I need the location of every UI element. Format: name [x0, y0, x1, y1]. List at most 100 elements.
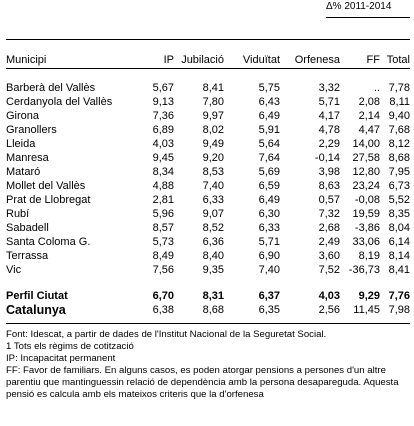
gap-row [6, 277, 410, 289]
table-row: Manresa 9,45 9,20 7,64 -0,14 27,58 8,68 [6, 151, 410, 165]
cell-total: 7,76 [388, 290, 410, 302]
cell-jubilacio: 6,33 [202, 194, 224, 206]
cell-viduitat: 6,33 [258, 222, 280, 234]
row-label: Cerdanyola del Vallès [6, 96, 113, 108]
cell-ip: 5,96 [152, 208, 174, 220]
cell-jubilacio: 9,35 [202, 264, 224, 276]
cell-viduitat: 6,59 [258, 180, 280, 192]
cell-ff: .. [373, 82, 380, 94]
cell-viduitat: 7,40 [258, 264, 280, 276]
row-label: Rubí [6, 208, 30, 220]
cell-jubilacio: 8,53 [202, 166, 224, 178]
row-label: Vic [6, 264, 22, 276]
cell-total: 8,12 [388, 138, 410, 150]
cell-ip: 8,49 [152, 250, 174, 262]
cell-ff: -3,86 [354, 222, 380, 234]
cell-ff: 11,45 [353, 304, 380, 316]
cell-total: 8,68 [388, 152, 410, 164]
cell-jubilacio: 6,36 [202, 236, 224, 248]
cell-ip: 5,73 [152, 236, 174, 248]
cell-viduitat: 6,30 [258, 208, 280, 220]
column-header-total: Total [386, 54, 410, 66]
table-row: Prat de Llobregat 2,81 6,33 6,49 0,57 -0,08 5,… [6, 193, 410, 207]
cell-orfenesa: 2,56 [318, 304, 340, 316]
table-row: Rubí 5,96 9,07 6,30 7,32 19,59 8,35 [6, 207, 410, 221]
cell-orfenesa: 3,32 [318, 82, 340, 94]
cell-viduitat: 5,75 [258, 82, 280, 94]
cell-ip: 5,67 [152, 82, 174, 94]
table-row: Mollet del Vallès 4,88 7,40 6,59 8,63 23,24 6,… [6, 179, 410, 193]
cell-total: 8,14 [388, 250, 410, 262]
table-row: Sabadell 8,57 8,52 6,33 2,68 -3,86 8,04 [6, 221, 410, 235]
cell-orfenesa: 7,32 [318, 208, 340, 220]
ff-note: FF: Favor de familiars. En alguns casos,… [6, 365, 399, 400]
table-row: Santa Coloma G. 5,73 6,36 5,71 2,49 33,06 6,14 [6, 235, 410, 249]
cell-ff: 2,08 [358, 96, 380, 108]
cell-ff: 23,24 [352, 180, 380, 192]
row-label: Mollet del Vallès [6, 180, 86, 192]
cell-viduitat: 6,49 [258, 194, 280, 206]
table-row: Girona 7,36 9,97 6,49 4,17 2,14 9,40 [6, 109, 410, 123]
row-label: Barberà del Vallès [6, 82, 96, 94]
cell-total: 8,11 [389, 96, 410, 108]
row-label: Santa Coloma G. [6, 236, 91, 248]
cell-jubilacio: 8,52 [202, 222, 224, 234]
table-bottom-rule [6, 323, 410, 324]
cell-ip: 6,89 [152, 124, 174, 136]
cell-ff: 8,19 [358, 250, 380, 262]
delta-period-label: Δ% 2011-2014 [326, 1, 392, 12]
cell-jubilacio: 7,80 [202, 96, 224, 108]
cell-ip: 6,70 [152, 290, 174, 302]
table-row: Granollers 6,89 8,02 5,91 4,78 4,47 7,68 [6, 123, 410, 137]
cell-orfenesa: 0,57 [318, 194, 340, 206]
cell-total: 7,95 [388, 166, 410, 178]
header-top-rule [6, 39, 410, 40]
cell-viduitat: 6,35 [258, 304, 280, 316]
cell-orfenesa: 2,68 [318, 222, 340, 234]
column-header-orfenesa: Orfenesa [294, 54, 340, 66]
cell-total: 7,98 [388, 304, 410, 316]
table-row: Mataró 8,34 8,53 5,69 3,98 12,80 7,95 [6, 165, 410, 179]
cell-ff: 33,06 [352, 236, 380, 248]
table-row: Cerdanyola del Vallès 9,13 7,80 6,43 5,71 2,0… [6, 95, 410, 109]
cell-viduitat: 5,91 [258, 124, 280, 136]
cell-viduitat: 6,49 [258, 110, 280, 122]
column-header-jubilacio: Jubilació [181, 54, 224, 66]
cell-viduitat: 7,64 [258, 152, 280, 164]
pension-growth-table: Municipi IP Jubilació Viduïtat Orfenesa … [6, 52, 410, 317]
cell-ff: -0,08 [354, 194, 380, 206]
cell-orfenesa: 3,98 [318, 166, 340, 178]
perfil-ciutat-row: Perfil Ciutat 6,70 8,31 6,37 4,03 9,29 7… [6, 289, 410, 303]
row-label: Mataró [6, 166, 41, 178]
cell-total: 8,41 [388, 264, 410, 276]
cell-viduitat: 5,69 [258, 166, 280, 178]
row-label: Lleida [6, 138, 36, 150]
cell-jubilacio: 8,68 [202, 304, 224, 316]
cell-orfenesa: -0,14 [314, 152, 340, 164]
row-label: Catalunya [6, 303, 66, 317]
cell-total: 6,14 [388, 236, 410, 248]
cell-jubilacio: 8,31 [202, 290, 224, 302]
header-row: Municipi IP Jubilació Viduïtat Orfenesa … [6, 52, 410, 68]
cell-orfenesa: 3,60 [318, 250, 340, 262]
cell-ff: 14,00 [352, 138, 380, 150]
cell-orfenesa: 4,78 [318, 124, 340, 136]
cell-viduitat: 5,64 [258, 138, 280, 150]
cell-ff: 19,59 [352, 208, 380, 220]
table-row: Terrassa 8,49 8,40 6,90 3,60 8,19 8,14 [6, 249, 410, 263]
cell-ip: 6,38 [152, 304, 174, 316]
row-label: Manresa [6, 152, 49, 164]
cell-jubilacio: 9,49 [202, 138, 224, 150]
row-label: Granollers [6, 124, 57, 136]
cell-total: 5,52 [388, 194, 410, 206]
column-header-municipi: Municipi [6, 54, 47, 66]
column-header-ff: FF [366, 54, 380, 66]
cell-ip: 8,34 [152, 166, 174, 178]
row-label: Sabadell [6, 222, 49, 234]
cell-ip: 4,03 [152, 138, 174, 150]
cell-ip: 2,81 [152, 194, 174, 206]
footnote-1: 1 Tots els règims de cotització [6, 341, 134, 352]
cell-jubilacio: 7,40 [202, 180, 224, 192]
cell-orfenesa: 7,52 [318, 264, 340, 276]
